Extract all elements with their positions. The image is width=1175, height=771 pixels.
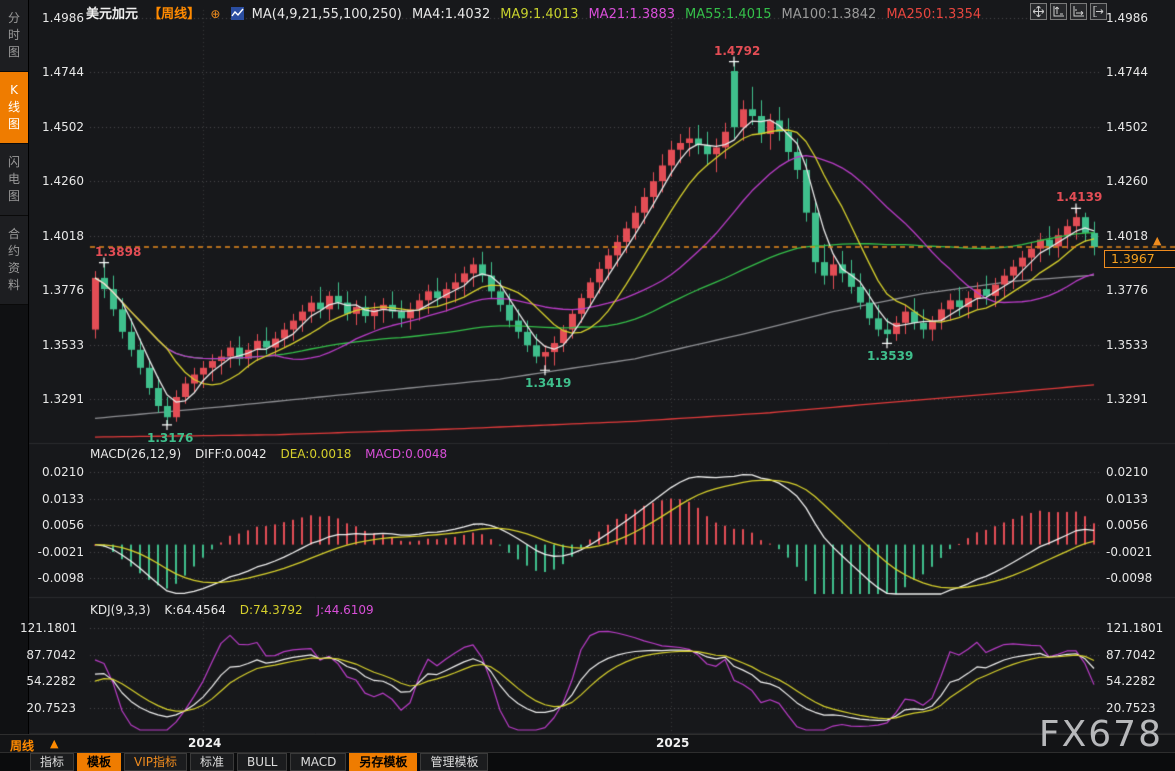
macd-dea-value: DEA:0.0018: [280, 447, 352, 461]
axis-tick-label: -0.0021: [1106, 544, 1153, 559]
axis-tick-label: 1.3776: [42, 283, 84, 297]
sidebar-item-合约资料[interactable]: 合约资料: [0, 216, 28, 305]
toolbar-button-标准[interactable]: 标准: [190, 753, 235, 771]
toolbar-button-指标[interactable]: 指标: [30, 753, 75, 771]
kdj-pane-label: KDJ(9,3,3) K:64.4564 D:74.3792 J:44.6109: [90, 603, 384, 617]
ma-legend-item: MA21:1.3883: [588, 7, 675, 22]
add-indicator-icon[interactable]: ⊕: [210, 7, 221, 21]
axis-tick-label: 20.7523: [1106, 700, 1156, 715]
scale-up-icon[interactable]: [1050, 3, 1067, 20]
period-dropdown-icon[interactable]: ▲: [50, 737, 59, 750]
ma-legend-item: MA250:1.3354: [886, 7, 982, 22]
axis-tick-label: 1.3776: [1106, 283, 1148, 297]
kdj-d-value: D:74.3792: [239, 603, 303, 617]
toolbar-button-模板[interactable]: 模板: [77, 753, 122, 771]
axis-tick-label: 1.3533: [42, 337, 84, 352]
toolbar-button-BULL[interactable]: BULL: [237, 753, 288, 771]
axis-tick-label: 1.4260: [42, 174, 84, 189]
price-annotation: 1.3539: [867, 349, 914, 364]
price-annotation: 1.3176: [147, 430, 194, 445]
axis-tick-label: 1.3291: [1106, 392, 1148, 407]
axis-tick-label: 1.4018: [42, 228, 84, 243]
price-annotation: 1.3898: [95, 244, 142, 259]
pan-tool-icon[interactable]: [1030, 3, 1047, 20]
axis-tick-label: 0.0133: [1106, 491, 1148, 506]
axis-tick-label: 121.1801: [20, 621, 78, 635]
axis-tick-label: -0.0098: [1106, 571, 1153, 586]
sidebar-item-闪电图[interactable]: 闪电图: [0, 144, 28, 216]
axis-tick-label: 1.4260: [1106, 174, 1148, 189]
axis-tick-label: 87.7042: [26, 647, 76, 662]
symbol-name: 美元加元: [86, 7, 139, 22]
axis-tick-label: 1.4986: [42, 11, 84, 25]
axis-tick-label: -0.0021: [37, 544, 84, 559]
axis-tick-label: 0.0210: [42, 465, 84, 480]
chart-toolbuttons: [1030, 3, 1107, 20]
kdj-params: KDJ(9,3,3): [90, 603, 151, 617]
ma-legend-item: MA4:1.4032: [411, 7, 491, 22]
period-selector-label[interactable]: 周线: [10, 739, 35, 753]
price-annotation: 1.3419: [525, 376, 572, 391]
axis-tick-label: 87.7042: [1106, 647, 1156, 662]
collapse-panel-icon[interactable]: [1090, 3, 1107, 20]
current-price-label: 1.3967: [1104, 250, 1175, 268]
axis-tick-label: 0.0133: [42, 491, 84, 506]
sidebar-item-分时图[interactable]: 分时图: [0, 0, 28, 72]
axis-tick-label: 20.7523: [26, 700, 76, 715]
axis-tick-label: -0.0098: [37, 571, 84, 586]
macd-pane-label: MACD(26,12,9) DIFF:0.0042 DEA:0.0018 MAC…: [90, 447, 457, 461]
year-label-2025: 2025: [656, 736, 690, 750]
price-annotation: 1.4139: [1056, 190, 1103, 205]
axis-tick-label: 121.1801: [1106, 621, 1164, 635]
toolbar-button-管理模板[interactable]: 管理模板: [420, 753, 489, 771]
kdj-k-value: K:64.4564: [164, 603, 226, 617]
macd-macd-value: MACD:0.0048: [365, 447, 448, 461]
axis-tick-label: 1.4986: [1106, 11, 1148, 25]
ma-legend-item: MA55:1.4015: [685, 7, 772, 22]
ma-indicator-icon[interactable]: [230, 7, 244, 24]
axis-tick-label: 0.0056: [42, 518, 84, 533]
axis-tick-label: 1.4744: [1106, 65, 1148, 80]
watermark: FX678: [1038, 714, 1163, 755]
chart-header: 美元加元 【周线】 ⊕ MA(4,9,21,55,100,250) MA4:1.…: [86, 3, 997, 24]
axis-tick-label: 54.2282: [1106, 674, 1156, 689]
ma-legend-item: MA9:1.4013: [500, 7, 579, 22]
price-up-arrow-icon: ▲: [1153, 234, 1162, 247]
year-label-2024: 2024: [188, 736, 222, 750]
macd-diff-value: DIFF:0.0042: [194, 447, 267, 461]
axis-tick-label: 54.2282: [26, 674, 76, 689]
time-axis-row: 周线 ▲ 2024 2025: [0, 734, 1175, 753]
axis-tick-label: 1.3291: [42, 392, 84, 407]
scale-right-icon[interactable]: [1070, 3, 1087, 20]
axis-tick-label: 1.4502: [1106, 119, 1148, 134]
bottom-toolbar: 指标 模板 VIP指标 标准 BULL MACD 另存模板 管理模板: [0, 752, 1175, 771]
axis-tick-label: 0.0210: [1106, 465, 1148, 480]
axis-tick-label: 1.4502: [42, 119, 84, 134]
kdj-j-value: J:44.6109: [316, 603, 374, 617]
ma-legend: MA4:1.4032 MA9:1.4013 MA21:1.3883 MA55:1.40…: [412, 7, 991, 22]
ma-group-label: MA(4,9,21,55,100,250): [251, 7, 402, 22]
ma-legend-item: MA100:1.3842: [781, 7, 877, 22]
price-annotation: 1.4792: [714, 43, 761, 58]
toolbar-button-VIP指标[interactable]: VIP指标: [124, 753, 188, 771]
toolbar-button-另存模板[interactable]: 另存模板: [349, 753, 418, 771]
axis-tick-label: 0.0056: [1106, 518, 1148, 533]
axis-tick-label: 1.3533: [1106, 337, 1148, 352]
axis-tick-label: 1.4018: [1106, 228, 1148, 243]
axis-tick-label: 1.4744: [42, 65, 84, 80]
toolbar-button-MACD[interactable]: MACD: [290, 753, 347, 771]
macd-params: MACD(26,12,9): [90, 447, 182, 461]
period-tag[interactable]: 【周线】: [148, 7, 201, 22]
